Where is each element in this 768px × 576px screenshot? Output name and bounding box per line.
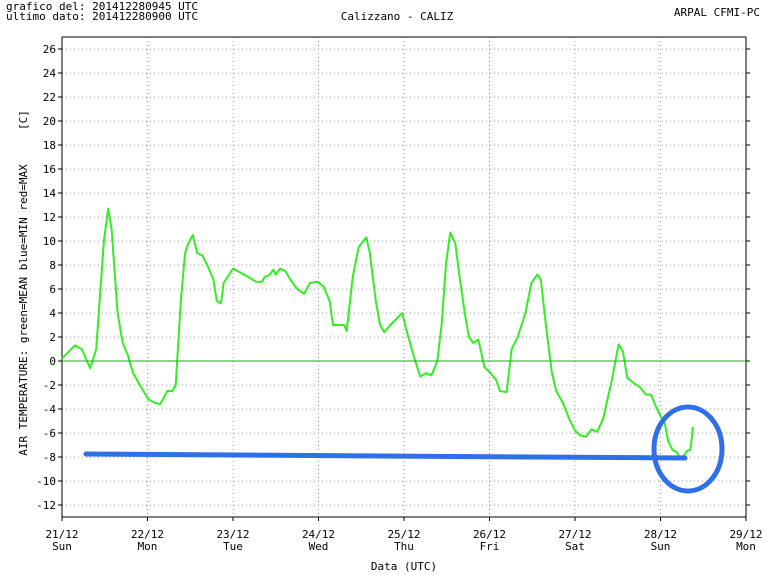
y-tick-label: 16 (43, 163, 56, 176)
x-tick-label: 22/12 (131, 528, 164, 541)
x-tick-day: Sat (565, 540, 585, 553)
x-tick-day: Sun (52, 540, 72, 553)
y-tick-label: 12 (43, 211, 56, 224)
y-tick-label: -6 (43, 427, 56, 440)
y-tick-label: 26 (43, 43, 56, 56)
y-tick-label: -10 (36, 475, 56, 488)
y-tick-label: 20 (43, 115, 56, 128)
x-tick-day: Mon (736, 540, 756, 553)
y-tick-label: 18 (43, 139, 56, 152)
y-tick-label: 22 (43, 91, 56, 104)
y-tick-label: 24 (43, 67, 57, 80)
y-tick-label: 14 (43, 187, 57, 200)
y-tick-label: -2 (43, 379, 56, 392)
y-tick-label: 4 (49, 307, 56, 320)
y-tick-label: 8 (49, 259, 56, 272)
x-tick-label: 24/12 (302, 528, 335, 541)
series-line (61, 207, 694, 460)
header-right: ARPAL CFMI-PC (674, 6, 760, 19)
annotation-line (83, 451, 688, 461)
y-tick-label: 0 (49, 355, 56, 368)
header-left: grafico del: 201412280945 UTC (6, 0, 198, 13)
x-tick-day: Mon (138, 540, 158, 553)
x-tick-label: 25/12 (387, 528, 420, 541)
x-tick-label: 26/12 (473, 528, 506, 541)
y-tick-label: -4 (43, 403, 57, 416)
x-tick-day: Wed (309, 540, 329, 553)
y-tick-label: 10 (43, 235, 56, 248)
y-axis-label: AIR TEMPERATURE: green=MEAN blue=MIN red… (17, 164, 30, 456)
x-tick-day: Thu (394, 540, 414, 553)
y-tick-label: -12 (36, 499, 56, 512)
y-tick-label: -8 (43, 451, 56, 464)
x-tick-label: 27/12 (558, 528, 591, 541)
chart-title: Calizzano - CALIZ (341, 10, 454, 23)
x-axis-label: Data (UTC) (371, 560, 437, 573)
y-tick-label: 2 (49, 331, 56, 344)
x-tick-label: 21/12 (45, 528, 78, 541)
x-tick-label: 23/12 (216, 528, 249, 541)
x-tick-label: 28/12 (644, 528, 677, 541)
header-left: ultimo dato: 201412280900 UTC (6, 10, 198, 23)
annotation-circle (651, 404, 725, 494)
x-tick-label: 29/12 (729, 528, 762, 541)
y-axis-unit: [C] (17, 110, 30, 130)
x-tick-day: Tue (223, 540, 243, 553)
x-tick-day: Sun (651, 540, 671, 553)
y-tick-label: 6 (49, 283, 56, 296)
x-tick-day: Fri (480, 540, 500, 553)
